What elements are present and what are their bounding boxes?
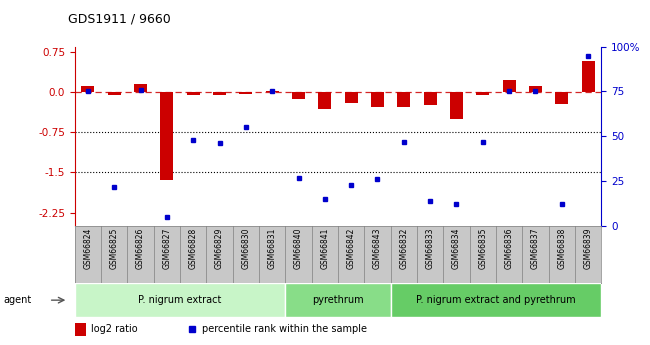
Bar	[529, 86, 542, 92]
Bar	[397, 92, 410, 107]
Bar	[371, 92, 384, 107]
Bar	[187, 92, 200, 95]
Text: GDS1911 / 9660: GDS1911 / 9660	[68, 13, 171, 26]
Bar	[75, 323, 86, 336]
Bar	[502, 80, 515, 92]
Text: GSM66831: GSM66831	[268, 228, 277, 269]
Text: log2 ratio: log2 ratio	[91, 325, 138, 334]
Text: GSM66828: GSM66828	[188, 228, 198, 269]
Text: GSM66839: GSM66839	[584, 228, 593, 269]
Bar	[582, 61, 595, 92]
Text: GSM66825: GSM66825	[110, 228, 119, 269]
Text: GSM66837: GSM66837	[531, 228, 540, 269]
Text: GSM66838: GSM66838	[557, 228, 566, 269]
Text: GSM66843: GSM66843	[373, 228, 382, 269]
Text: GSM66832: GSM66832	[399, 228, 408, 269]
Text: GSM66834: GSM66834	[452, 228, 461, 269]
Bar	[292, 92, 305, 99]
Bar	[424, 92, 437, 106]
Text: GSM66842: GSM66842	[346, 228, 356, 269]
Text: GSM66840: GSM66840	[294, 228, 303, 269]
Text: GSM66824: GSM66824	[83, 228, 92, 269]
Bar	[318, 92, 332, 109]
Text: P. nigrum extract and pyrethrum: P. nigrum extract and pyrethrum	[416, 295, 576, 305]
Text: GSM66841: GSM66841	[320, 228, 330, 269]
Text: P. nigrum extract: P. nigrum extract	[138, 295, 222, 305]
Bar	[266, 91, 279, 92]
Text: agent: agent	[3, 295, 31, 305]
Bar	[108, 92, 121, 95]
Bar	[450, 92, 463, 119]
Bar	[391, 283, 601, 317]
Text: GSM66830: GSM66830	[241, 228, 250, 269]
Text: GSM66829: GSM66829	[215, 228, 224, 269]
Bar	[555, 92, 568, 104]
Text: pyrethrum: pyrethrum	[312, 295, 364, 305]
Bar	[285, 283, 391, 317]
Bar	[161, 92, 174, 180]
Text: GSM66827: GSM66827	[162, 228, 172, 269]
Bar	[476, 92, 489, 95]
Bar	[81, 86, 94, 92]
Text: percentile rank within the sample: percentile rank within the sample	[202, 325, 367, 334]
Text: GSM66826: GSM66826	[136, 228, 145, 269]
Text: GSM66835: GSM66835	[478, 228, 488, 269]
Bar	[239, 92, 252, 94]
Bar	[134, 84, 147, 92]
Bar	[344, 92, 358, 103]
Text: GSM66836: GSM66836	[504, 228, 514, 269]
Bar	[213, 92, 226, 95]
Text: GSM66833: GSM66833	[426, 228, 435, 269]
Bar	[75, 283, 285, 317]
